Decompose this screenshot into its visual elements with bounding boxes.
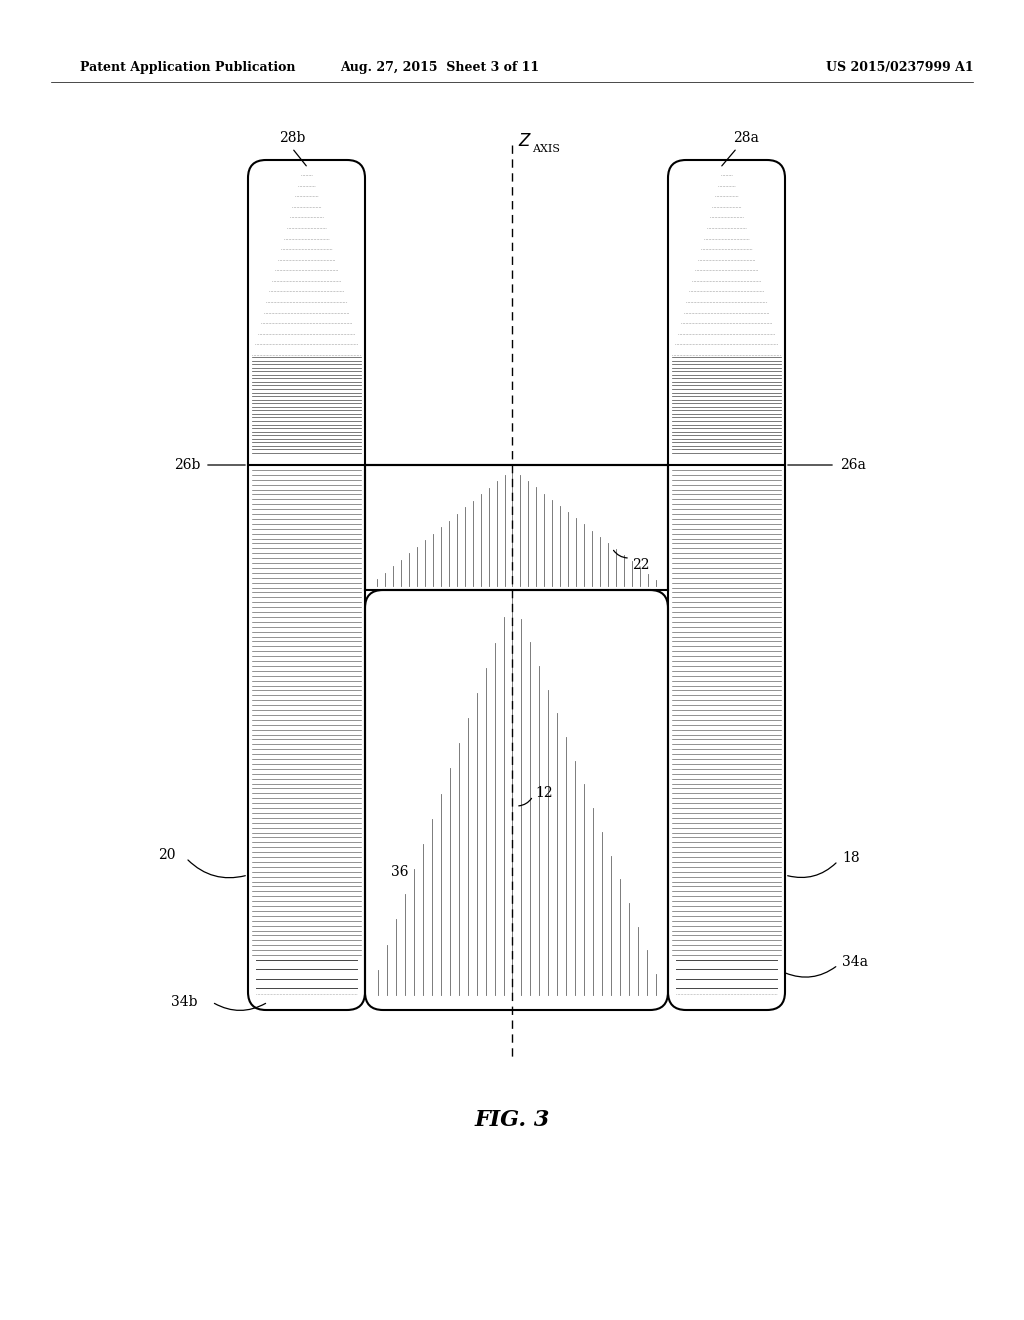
Text: 28b: 28b: [279, 131, 305, 145]
Text: 22: 22: [632, 558, 649, 572]
Text: Patent Application Publication: Patent Application Publication: [80, 62, 296, 74]
Text: 26b: 26b: [174, 458, 200, 473]
Text: FIG. 3: FIG. 3: [474, 1109, 550, 1131]
Text: 18: 18: [842, 851, 859, 865]
Text: 12: 12: [535, 785, 553, 800]
Text: 26a: 26a: [840, 458, 866, 473]
Text: 20: 20: [159, 847, 176, 862]
Text: 36: 36: [391, 865, 409, 879]
Text: 34a: 34a: [842, 954, 868, 969]
Text: 28a: 28a: [733, 131, 759, 145]
Text: $Z$: $Z$: [518, 133, 532, 150]
Text: 34b: 34b: [171, 995, 198, 1008]
Text: US 2015/0237999 A1: US 2015/0237999 A1: [826, 62, 974, 74]
Text: Aug. 27, 2015  Sheet 3 of 11: Aug. 27, 2015 Sheet 3 of 11: [340, 62, 540, 74]
Text: AXIS: AXIS: [532, 144, 560, 154]
